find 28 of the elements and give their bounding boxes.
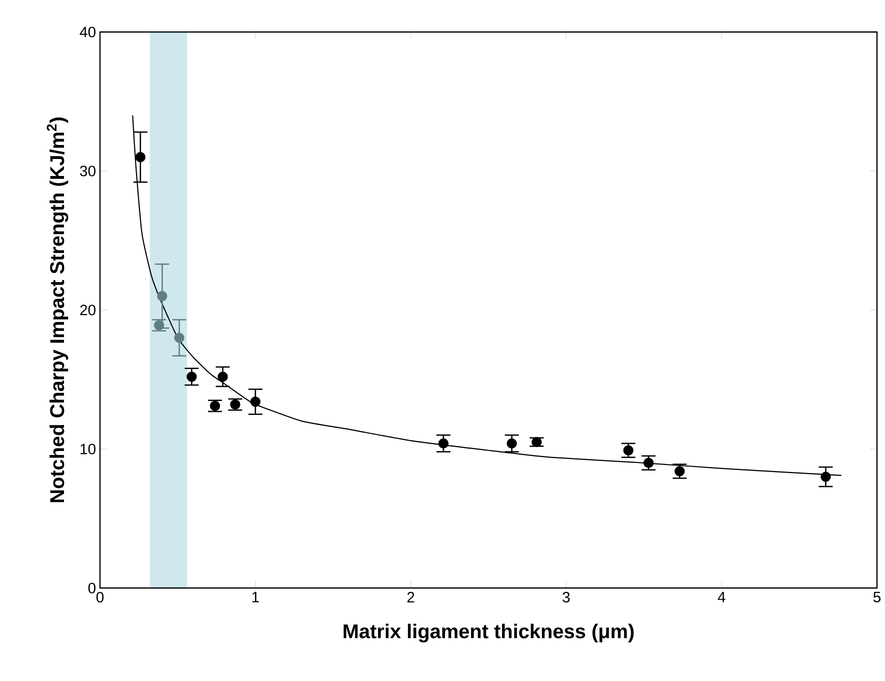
point [154, 320, 164, 330]
point [506, 438, 517, 449]
point [674, 466, 685, 476]
y-tick-label: 40 [80, 26, 96, 38]
y-tick-label: 30 [80, 166, 96, 176]
y-tick-label: 10 [80, 444, 96, 454]
point [532, 436, 542, 448]
y-tick-label: 20 [80, 304, 96, 316]
point [218, 372, 228, 382]
x-axis-title: Matrix ligament thickness (μm) [344, 624, 634, 642]
point [135, 152, 146, 162]
x-tick-label: 0 [96, 592, 104, 602]
point [157, 291, 168, 302]
point [623, 445, 634, 456]
point [820, 472, 831, 482]
x-tick-label: 3 [562, 592, 570, 602]
point [250, 396, 260, 407]
y-tick-label: 0 [88, 582, 96, 594]
point [210, 400, 220, 412]
point [174, 332, 184, 343]
x-tick-label: 5 [873, 592, 881, 602]
x-tick-label: 1 [252, 592, 259, 602]
x-tick-label: 2 [407, 592, 414, 602]
y-axis-title: Notched Charpy Impact Strength (KJ/m$^{2}$) [46, 118, 68, 502]
x-tick-label: 4 [718, 592, 726, 602]
point [438, 438, 449, 449]
point [230, 399, 240, 410]
point [186, 372, 197, 382]
